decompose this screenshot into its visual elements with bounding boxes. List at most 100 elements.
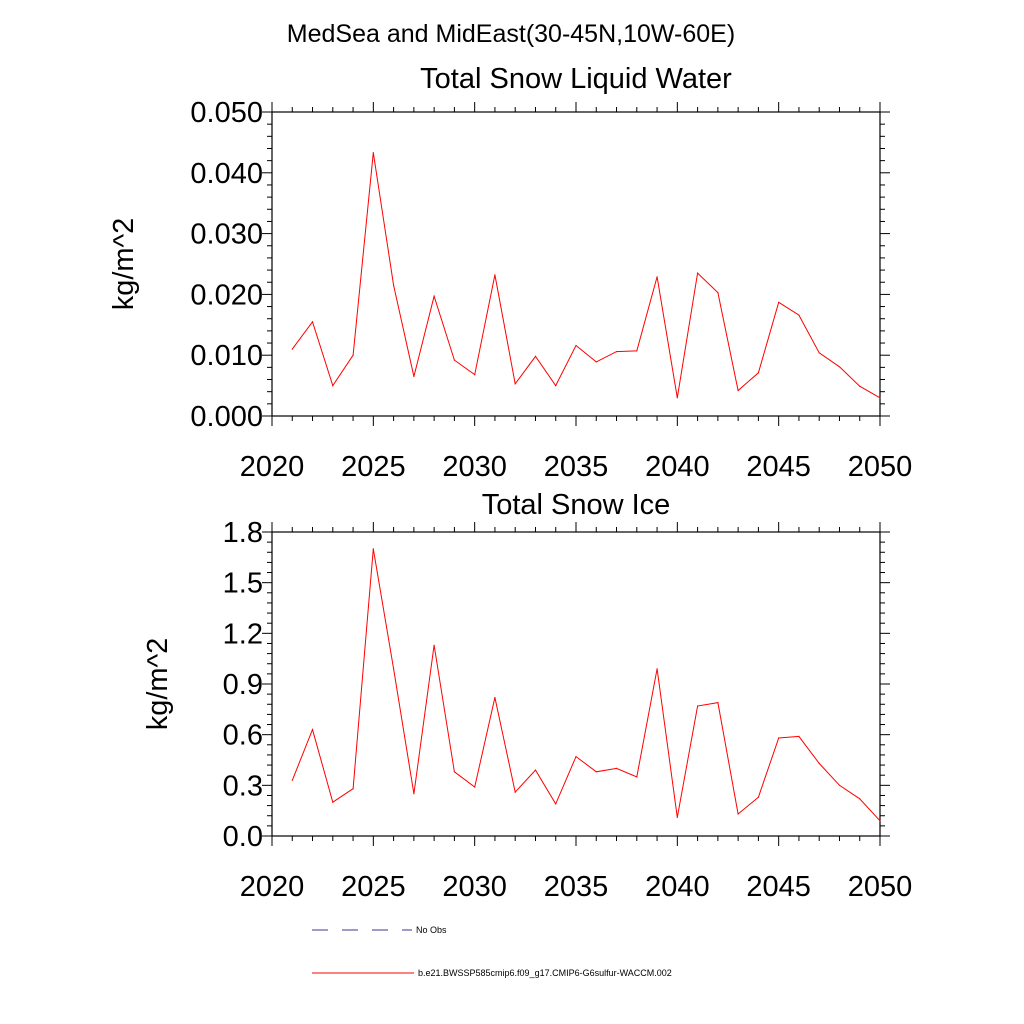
legend: No Obs b.e21.BWSSP585cmip6.f09_g17.CMIP6… <box>312 925 672 978</box>
x-tick-label: 2025 <box>341 451 406 483</box>
data-point <box>311 321 314 323</box>
data-point <box>433 644 435 646</box>
data-point <box>838 784 841 786</box>
data-point <box>676 397 678 399</box>
x-tick-label: 2050 <box>848 451 913 483</box>
data-point <box>656 668 658 670</box>
x-tick-label: 2035 <box>544 871 609 903</box>
data-point <box>595 771 597 773</box>
chart-panel-snow-ice: Total Snow Ice kg/m^2 2020 2025 2030 2035 20… <box>142 489 912 903</box>
data-point <box>332 801 334 803</box>
data-point <box>311 729 314 731</box>
x-tick-label: 2020 <box>240 451 305 483</box>
data-point <box>798 314 800 316</box>
x-tick-label: 2045 <box>746 451 811 483</box>
y-tick-label: 0.9 <box>223 669 263 701</box>
data-point <box>737 813 739 815</box>
series-group <box>291 152 881 399</box>
data-point <box>676 816 678 819</box>
y-tick-label: 0.050 <box>190 97 263 129</box>
x-tick-label: 2020 <box>240 871 305 903</box>
data-point <box>453 359 455 361</box>
y-tick-label: 1.2 <box>223 618 263 650</box>
series-line <box>291 548 881 822</box>
data-point <box>737 389 739 392</box>
data-point <box>413 793 415 795</box>
data-point <box>717 702 719 704</box>
data-point <box>859 385 861 387</box>
legend-label-model-run: b.e21.BWSSP585cmip6.f09_g17.CMIP6-G6sulf… <box>418 968 672 978</box>
data-point <box>555 385 557 387</box>
data-point <box>697 705 699 707</box>
legend-label-no-obs: No Obs <box>416 925 447 935</box>
data-point <box>413 375 415 378</box>
x-tick-label: 2040 <box>645 451 710 483</box>
x-tick-label: 2045 <box>746 871 811 903</box>
data-point <box>291 348 293 350</box>
data-point <box>818 352 820 354</box>
data-point <box>697 272 699 274</box>
data-point <box>717 292 719 294</box>
data-point <box>393 284 395 286</box>
y-tick-label: 0.0 <box>223 821 263 853</box>
data-point <box>352 788 354 790</box>
data-point <box>595 361 597 363</box>
data-point <box>453 771 455 773</box>
data-point <box>757 372 760 374</box>
tick-group: 2020 2025 2030 2035 2040 2045 2050 0.0 0.3 0.6 0.9… <box>223 517 913 903</box>
data-point <box>514 383 516 385</box>
series-line <box>291 152 881 399</box>
plot-frame <box>271 531 881 837</box>
y-tick-label: 0.000 <box>190 401 263 433</box>
data-point <box>555 803 557 805</box>
y-tick-label: 0.6 <box>223 720 263 752</box>
x-tick-label: 2050 <box>848 871 913 903</box>
data-point <box>636 776 638 778</box>
series-group <box>291 548 881 822</box>
data-point <box>859 798 861 800</box>
data-point <box>372 548 374 550</box>
data-point <box>615 351 618 353</box>
x-tick-label: 2025 <box>341 871 406 903</box>
y-axis-label: kg/m^2 <box>142 638 174 731</box>
data-point <box>778 737 780 739</box>
data-point <box>879 397 881 399</box>
y-tick-label: 1.5 <box>223 568 263 600</box>
data-point <box>433 295 435 297</box>
y-axis-label: kg/m^2 <box>108 218 140 311</box>
plot-frame <box>271 111 881 417</box>
data-point <box>372 152 374 154</box>
y-tick-label: 0.010 <box>190 340 263 372</box>
data-point <box>534 769 537 771</box>
chart-panel-liquid-water: Total Snow Liquid Water kg/m^2 2020 2025 2… <box>108 63 912 483</box>
tick-group: 2020 2025 2030 2035 2040 2045 2050 0.000 0.010 0.… <box>190 97 912 483</box>
data-point <box>332 385 334 387</box>
x-tick-label: 2030 <box>442 871 507 903</box>
data-point <box>575 756 577 758</box>
data-point <box>352 354 354 356</box>
chart-title: Total Snow Ice <box>482 489 671 521</box>
x-tick-label: 2040 <box>645 871 710 903</box>
y-tick-label: 0.040 <box>190 158 263 190</box>
data-point <box>291 779 293 781</box>
data-point <box>615 767 618 770</box>
legend-item-no-obs: No Obs <box>312 925 447 935</box>
data-point <box>838 366 841 368</box>
data-point <box>474 786 476 788</box>
chart-title: Total Snow Liquid Water <box>420 63 732 95</box>
data-point <box>393 668 395 670</box>
data-point <box>879 820 881 822</box>
x-tick-label: 2030 <box>442 451 507 483</box>
data-point <box>534 355 537 357</box>
x-tick-label: 2035 <box>544 451 609 483</box>
data-point <box>474 374 476 376</box>
data-point <box>636 350 638 352</box>
data-point <box>778 301 780 303</box>
data-point <box>656 276 658 278</box>
data-point <box>514 791 516 793</box>
y-tick-label: 1.8 <box>223 517 263 549</box>
y-tick-label: 0.3 <box>223 770 263 802</box>
data-point <box>494 696 496 699</box>
data-point <box>818 762 820 765</box>
